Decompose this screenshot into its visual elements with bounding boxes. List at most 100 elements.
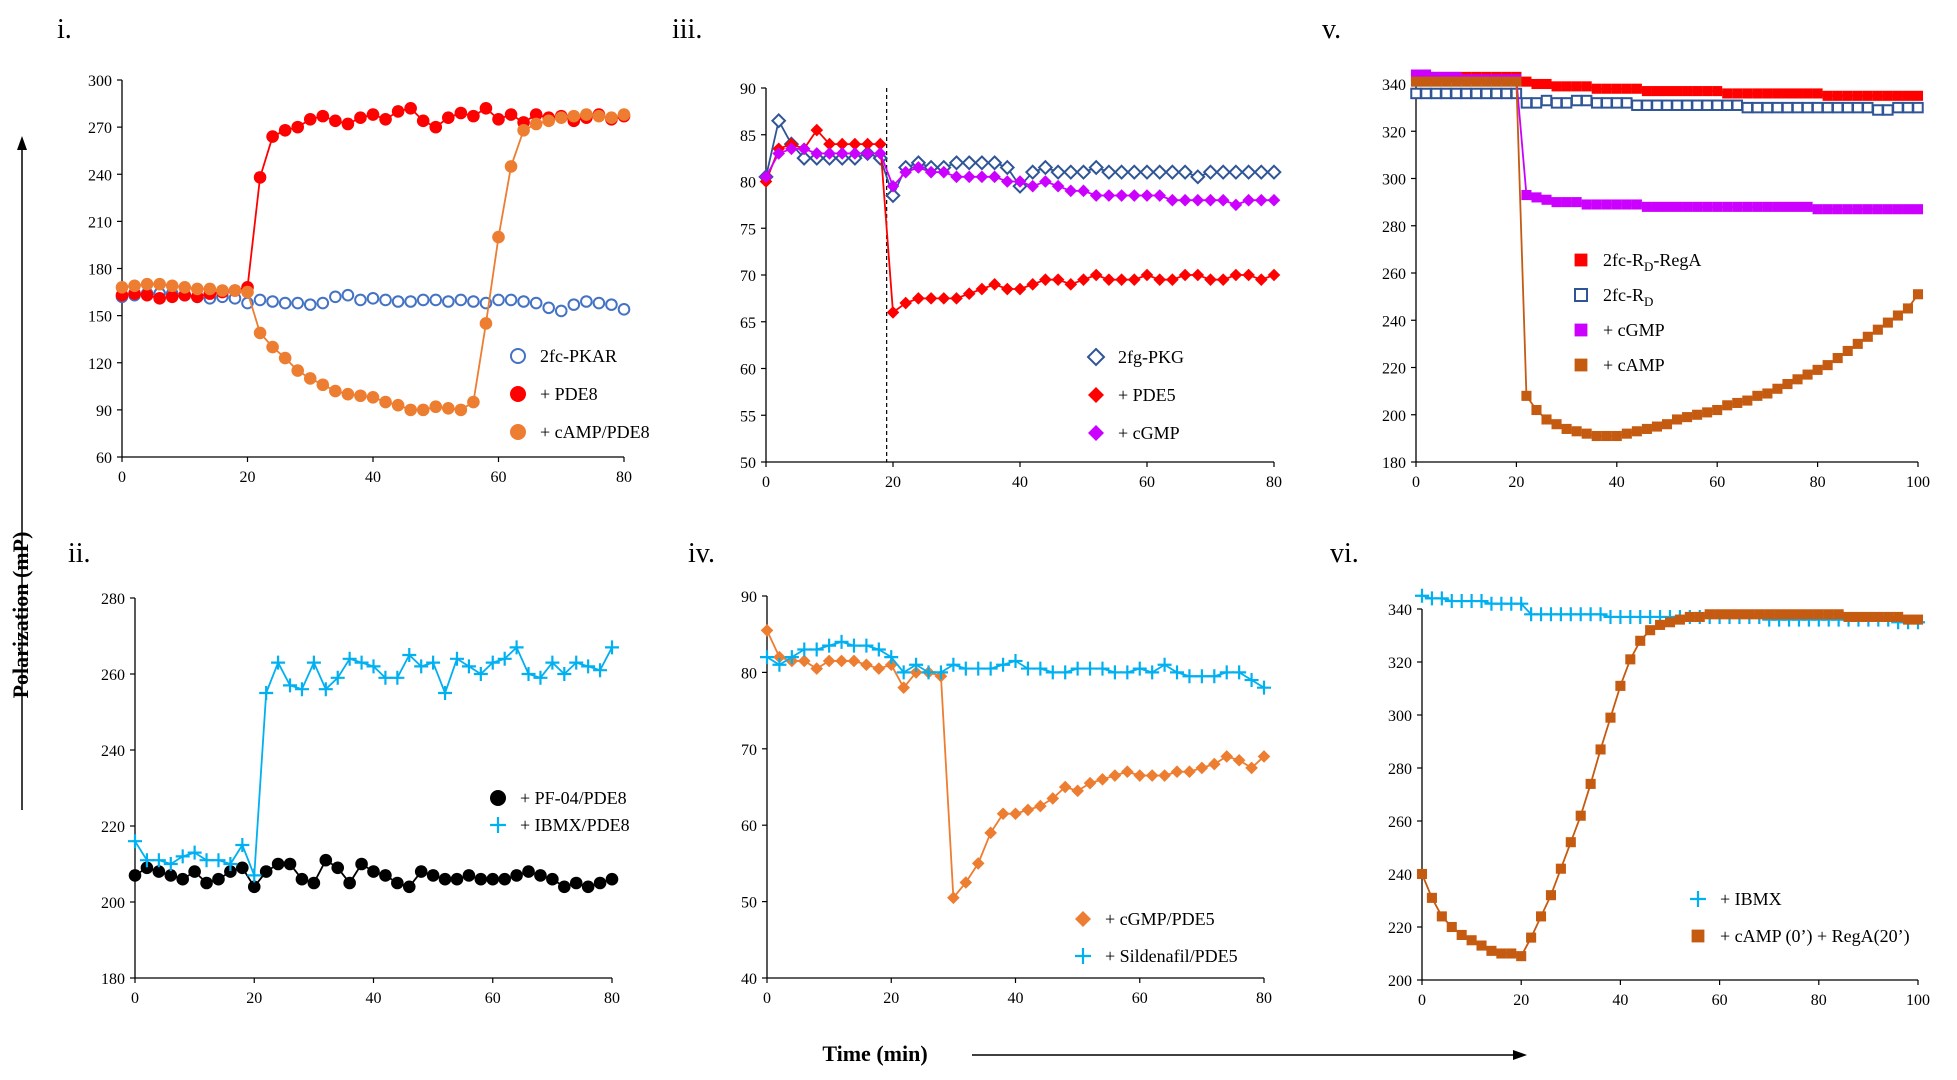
- x-tick-label: 60: [1132, 990, 1148, 1007]
- data-point: [1912, 204, 1924, 215]
- data-point: [1732, 88, 1743, 99]
- data-point: [1761, 101, 1774, 114]
- data-point: [1240, 164, 1257, 180]
- y-tick-label: 85: [740, 128, 756, 145]
- data-point: [355, 857, 368, 871]
- data-point: [1852, 101, 1864, 114]
- data-point: [1096, 773, 1109, 786]
- data-point: [259, 686, 274, 700]
- data-point: [1204, 193, 1217, 207]
- data-point: [354, 293, 367, 307]
- data-point: [1153, 189, 1166, 202]
- data-point: [1102, 189, 1116, 202]
- data-point: [1480, 87, 1493, 100]
- data-point: [1140, 268, 1154, 282]
- data-point: [416, 293, 430, 307]
- data-point: [1872, 90, 1883, 101]
- data-point: [303, 372, 317, 385]
- data-point: [1672, 86, 1683, 97]
- data-point: [1682, 201, 1693, 212]
- data-point: [1450, 87, 1462, 100]
- data-point: [330, 670, 345, 685]
- x-tick-label: 20: [883, 990, 899, 1007]
- data-point: [1244, 673, 1259, 688]
- data-point: [1581, 199, 1592, 210]
- data-point: [416, 403, 430, 417]
- y-tick-label: 180: [101, 971, 125, 988]
- data-point: [1128, 273, 1141, 286]
- data-point: [379, 293, 392, 307]
- legend-label: + PDE8: [540, 384, 598, 404]
- data-point: [1440, 87, 1452, 100]
- data-point: [1451, 76, 1462, 87]
- data-point: [605, 872, 619, 886]
- data-point: [1456, 929, 1467, 940]
- data-point: [1892, 90, 1903, 101]
- data-point: [1191, 193, 1205, 207]
- data-point: [567, 109, 581, 123]
- data-point: [319, 853, 333, 867]
- data-point: [1702, 201, 1713, 212]
- series-1: [758, 113, 1282, 204]
- data-point: [1001, 282, 1014, 296]
- data-point: [948, 155, 965, 171]
- data-point: [1672, 201, 1683, 212]
- data-point: [1229, 198, 1243, 212]
- data-point: [1892, 310, 1903, 321]
- data-point: [1651, 421, 1662, 432]
- data-point: [329, 384, 342, 398]
- legend-label: 2fc-RD: [1603, 285, 1653, 309]
- data-point: [1410, 69, 1422, 80]
- data-point: [253, 293, 267, 307]
- data-point: [988, 170, 1001, 184]
- legend: + cGMP/PDE5 + Sildenafil/PDE5: [1075, 909, 1238, 966]
- data-point: [1862, 101, 1874, 114]
- data-point: [416, 114, 430, 128]
- data-point: [140, 861, 154, 875]
- data-point: [1126, 164, 1143, 180]
- data-point: [1420, 87, 1432, 100]
- panel-label: vi.: [1330, 538, 1359, 569]
- data-point: [1021, 803, 1035, 817]
- data-point: [1530, 97, 1543, 109]
- y-tick-label: 200: [1382, 408, 1406, 425]
- x-tick-label: 20: [1508, 474, 1524, 491]
- data-point: [1863, 611, 1874, 622]
- data-point: [235, 838, 250, 852]
- data-point: [886, 306, 900, 319]
- series-line: [121, 107, 625, 300]
- data-point: [1902, 303, 1913, 314]
- data-point: [1674, 614, 1685, 625]
- data-point: [203, 282, 217, 296]
- data-point: [1232, 753, 1246, 767]
- data-point: [1166, 193, 1179, 207]
- data-point: [529, 108, 543, 121]
- data-point: [1792, 201, 1803, 212]
- data-point: [1255, 193, 1268, 207]
- data-point: [1732, 397, 1743, 408]
- data-point: [271, 655, 286, 670]
- data-point: [391, 295, 405, 308]
- data-point: [1158, 769, 1171, 782]
- data-point: [295, 872, 309, 886]
- data-point: [533, 670, 548, 685]
- y-tick-label: 200: [1388, 973, 1412, 990]
- data-point: [848, 147, 862, 160]
- data-point: [379, 112, 392, 126]
- data-point: [1514, 596, 1529, 611]
- data-point: [1742, 395, 1753, 406]
- legend-label: + PF-04/PDE8: [520, 788, 627, 808]
- data-point: [1561, 197, 1572, 208]
- data-point: [1631, 199, 1642, 210]
- data-point: [1645, 625, 1656, 636]
- y-tick-label: 70: [740, 268, 756, 285]
- data-point: [937, 292, 951, 305]
- data-point: [1034, 799, 1047, 813]
- data-point: [1436, 911, 1447, 922]
- legend: 2fg-PKG + PDE5 + cGMP: [1086, 347, 1184, 443]
- y-tick-label: 220: [101, 819, 125, 836]
- data-point: [1812, 364, 1823, 375]
- data-point: [294, 682, 309, 697]
- y-tick-label: 90: [96, 403, 112, 420]
- data-point: [391, 398, 405, 412]
